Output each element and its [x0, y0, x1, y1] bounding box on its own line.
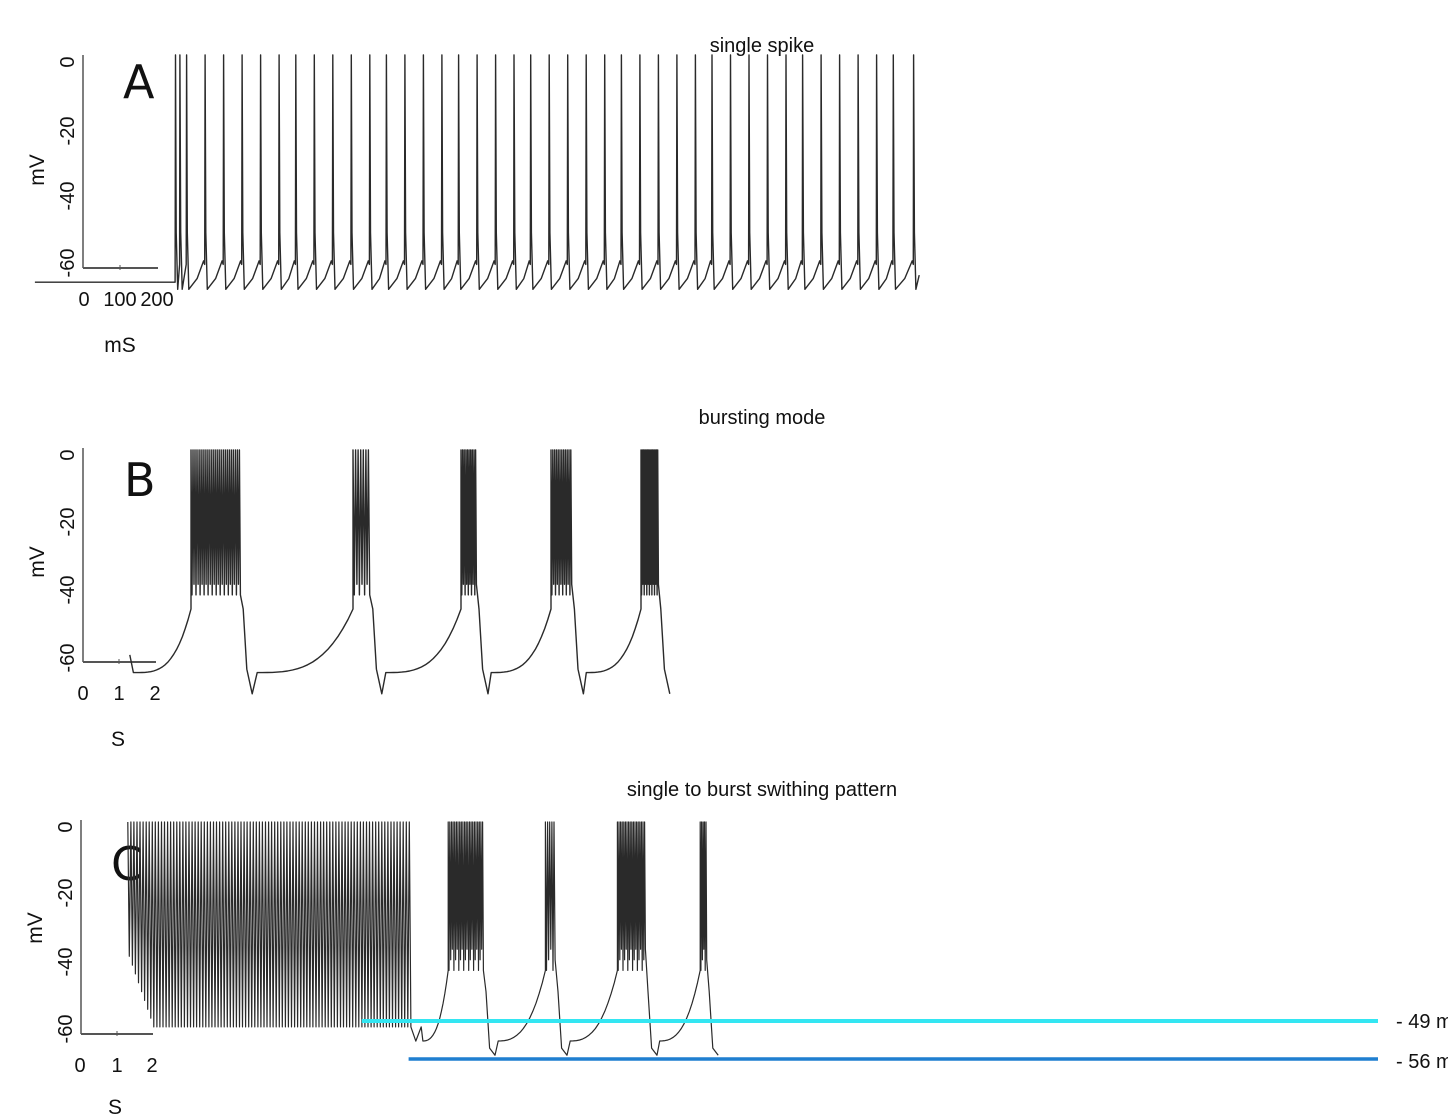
panel-c-y-tick: -40 [55, 948, 77, 977]
panel-c-x-tick-label: 0 [74, 1055, 85, 1077]
panel-c-voltage-trace [127, 821, 719, 1056]
panel-b-y-tick: -40 [57, 576, 79, 605]
panel-a-y-tick: 0 [57, 56, 79, 67]
panel-b-y-label: mV [26, 546, 49, 578]
panel-c: C single to burst swithing pattern mV 0 … [24, 779, 1448, 1119]
panel-b-x-tick-label: 2 [149, 683, 160, 705]
panel-b-letter: B [124, 453, 156, 507]
panel-c-letter: C [111, 837, 143, 891]
panel-c-title: single to burst swithing pattern [627, 779, 897, 801]
panel-a-title: single spike [710, 35, 815, 57]
panel-c-y-tick: -20 [55, 879, 77, 908]
panel-a-x-tick-label: 100 [103, 289, 136, 311]
panel-b: B bursting mode mV 0 -20 -40 -60 0 1 2 S [26, 407, 825, 751]
reference-label-49mv: - 49 mV [1396, 1011, 1448, 1033]
panel-a-y-label: mV [26, 154, 49, 186]
panel-a-letter: A [123, 55, 155, 109]
reference-label-56mv: - 56 mV [1396, 1051, 1448, 1073]
panel-a-x-tick-label: 0 [78, 289, 89, 311]
panel-b-title: bursting mode [699, 407, 826, 429]
panel-c-y-label: mV [24, 912, 47, 944]
panel-a-y-tick: -20 [57, 117, 79, 146]
panel-c-x-tick-label: 2 [146, 1055, 157, 1077]
panel-c-y-tick: -60 [55, 1015, 77, 1044]
panel-a-voltage-trace [34, 54, 920, 290]
panel-a: A single spike mV 0 -20 -40 -60 0 100 20… [26, 35, 920, 357]
panel-b-x-tick-label: 0 [77, 683, 88, 705]
panel-c-x-label: S [108, 1096, 122, 1119]
panel-c-x-tick-label: 1 [111, 1055, 122, 1077]
panel-b-x-label: S [111, 728, 125, 751]
panel-c-y-tick: 0 [55, 821, 77, 832]
panel-b-y-tick: 0 [57, 449, 79, 460]
panel-b-voltage-trace [129, 449, 671, 695]
panel-a-x-label: mS [104, 334, 136, 357]
panel-a-y-tick: -60 [57, 249, 79, 278]
panel-b-x-tick-label: 1 [113, 683, 124, 705]
panel-a-x-tick-label: 200 [140, 289, 173, 311]
panel-b-y-tick: -60 [57, 644, 79, 673]
panel-a-y-tick: -40 [57, 182, 79, 211]
panel-b-y-tick: -20 [57, 508, 79, 537]
